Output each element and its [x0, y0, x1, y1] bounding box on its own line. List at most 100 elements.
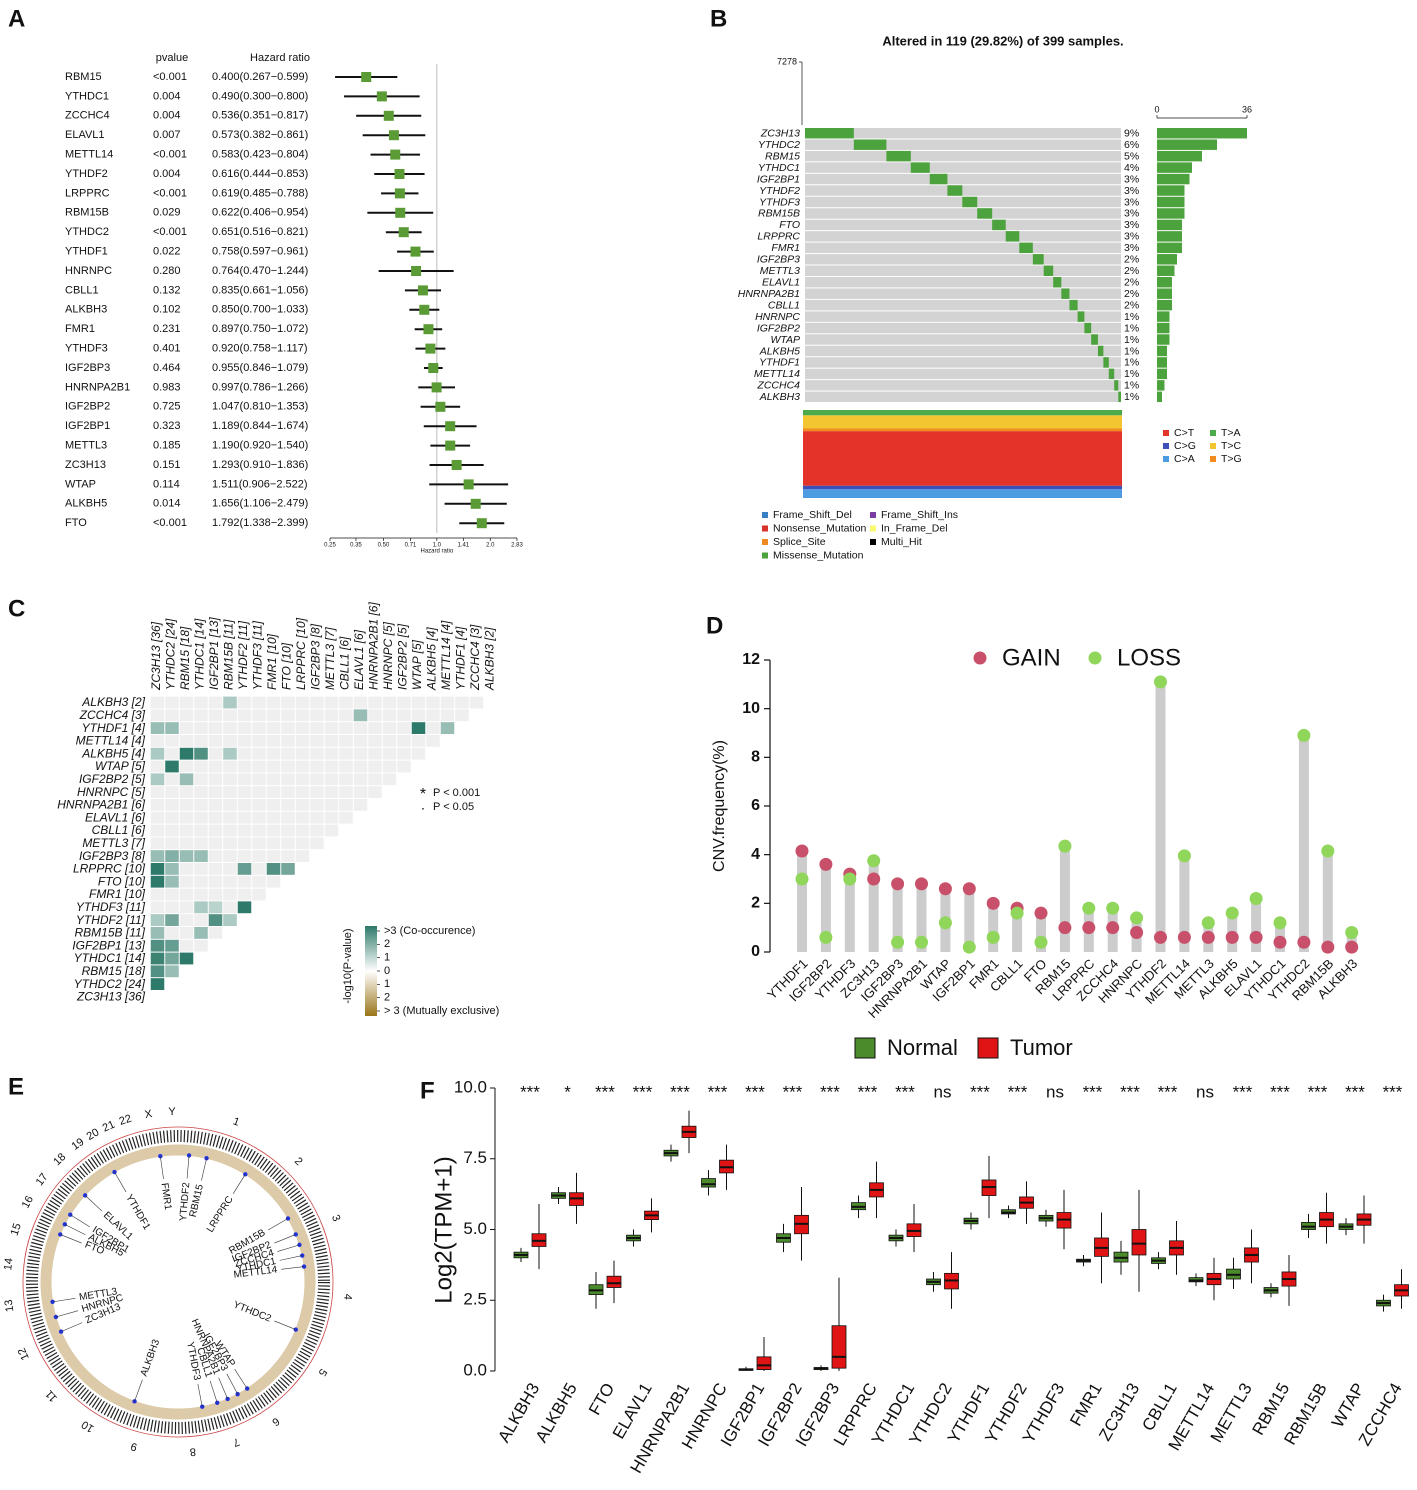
- cell: [179, 747, 194, 760]
- gene-label: YTHDC1: [65, 90, 109, 102]
- stem: [892, 883, 903, 952]
- cell-background: [150, 901, 165, 914]
- percent-label: 3%: [1124, 196, 1139, 208]
- hr-square: [451, 460, 462, 470]
- hr-square: [470, 498, 481, 509]
- cell-background: [368, 696, 382, 709]
- gene-label: YTHDC2: [65, 226, 109, 238]
- cell-background: [353, 722, 368, 734]
- titv-segment: [803, 415, 1122, 429]
- chromosome-label: 1: [231, 1115, 241, 1128]
- significance-label: ***: [745, 1082, 765, 1101]
- cell-background: [237, 722, 252, 734]
- percent-label: 2%: [1124, 288, 1139, 300]
- cell-background: [382, 696, 397, 709]
- column-label: LRPPRC [10]: [294, 617, 308, 690]
- cell: [150, 722, 165, 734]
- hr-square: [411, 266, 422, 276]
- pvalue-label: 0.022: [153, 246, 181, 258]
- row-label: RBM15 [18]: [82, 964, 146, 978]
- row-label: IGF2BP2 [5]: [79, 772, 146, 786]
- legend-label: In_Frame_Del: [881, 522, 948, 534]
- count-bar: [1157, 185, 1185, 196]
- hr-label: 0.835(0.661−1.056): [212, 284, 308, 296]
- cell-background: [252, 875, 266, 888]
- pvalue-label: 0.102: [153, 304, 181, 316]
- cell-background: [411, 696, 426, 709]
- cell-background: [150, 786, 165, 798]
- column-label: YTHDF2 [11]: [236, 620, 250, 690]
- stem: [1155, 681, 1166, 952]
- box: [831, 1325, 847, 1369]
- cell-background: [281, 722, 295, 734]
- y-tick-label: 0: [751, 943, 760, 960]
- point: [819, 857, 833, 871]
- column-label: WTAP [5]: [410, 639, 424, 690]
- cell-background: [281, 811, 295, 824]
- cell-background: [295, 722, 310, 734]
- hr-square: [435, 401, 446, 412]
- cell-background: [310, 824, 324, 837]
- legend-label: Splice_Site: [773, 536, 826, 548]
- cell-background: [150, 760, 165, 773]
- gene-pointer: [218, 1377, 228, 1400]
- cell-background: [223, 735, 237, 747]
- chromosome-label: 11: [43, 1388, 60, 1405]
- box: [701, 1178, 716, 1188]
- stem: [988, 903, 999, 952]
- cell: [150, 939, 165, 952]
- cell: [150, 850, 165, 862]
- point: [1058, 921, 1072, 935]
- cell-background: [179, 760, 194, 773]
- pvalue-label: 0.231: [153, 323, 181, 335]
- cell-background: [150, 888, 165, 901]
- cell-background: [194, 709, 208, 722]
- cell-background: [237, 773, 252, 786]
- point: [1297, 728, 1311, 742]
- row-background: [805, 162, 1121, 173]
- x-tick-label: FMR1: [1066, 1380, 1106, 1430]
- significance-label: ***: [1120, 1082, 1140, 1101]
- gene-label: HNRNPC: [755, 311, 800, 323]
- gene-label: METTL14: [754, 368, 800, 380]
- cell-background: [281, 747, 295, 760]
- mutation-block: [1103, 357, 1109, 368]
- legend-swatch: [762, 512, 768, 518]
- cell-background: [237, 850, 252, 862]
- cell: [237, 863, 252, 875]
- gene-pointer: [201, 1158, 207, 1181]
- pvalue-label: <0.001: [153, 149, 187, 161]
- cell-background: [266, 735, 281, 747]
- cell-background: [469, 696, 484, 709]
- significance-label: ***: [1008, 1082, 1028, 1101]
- chromosome-label: 2: [292, 1155, 305, 1168]
- mutation-block: [853, 139, 887, 150]
- gene-pointer: [281, 1266, 305, 1270]
- cell-background: [310, 799, 324, 811]
- hr-label: 0.651(0.516−0.821): [212, 226, 308, 238]
- cell-background: [426, 696, 440, 709]
- pvalue-label: 0.401: [153, 343, 181, 355]
- cell-background: [339, 696, 353, 709]
- significance-label: ***: [1270, 1082, 1290, 1101]
- cell-background: [208, 786, 223, 798]
- point: [1034, 906, 1048, 920]
- cell-background: [310, 811, 324, 824]
- x-tick-label: 0.71: [405, 543, 417, 549]
- cell-background: [411, 709, 426, 722]
- hr-label: 0.490(0.300−0.800): [212, 90, 308, 102]
- column-label: ELAVL1 [6]: [352, 629, 366, 690]
- cell-background: [281, 735, 295, 747]
- legend-swatch: [870, 525, 876, 532]
- cell-background: [252, 824, 266, 837]
- hr-label: 0.622(0.406−0.954): [212, 207, 308, 219]
- percent-label: 2%: [1124, 299, 1139, 311]
- hr-square: [398, 227, 409, 238]
- cell-background: [194, 760, 208, 773]
- cell-background: [440, 696, 455, 709]
- mutation-block: [886, 150, 911, 162]
- row-label: ZC3H13 [36]: [76, 990, 146, 1004]
- cell-background: [368, 735, 382, 747]
- mutation-block: [1091, 334, 1098, 345]
- cell-background: [208, 850, 223, 862]
